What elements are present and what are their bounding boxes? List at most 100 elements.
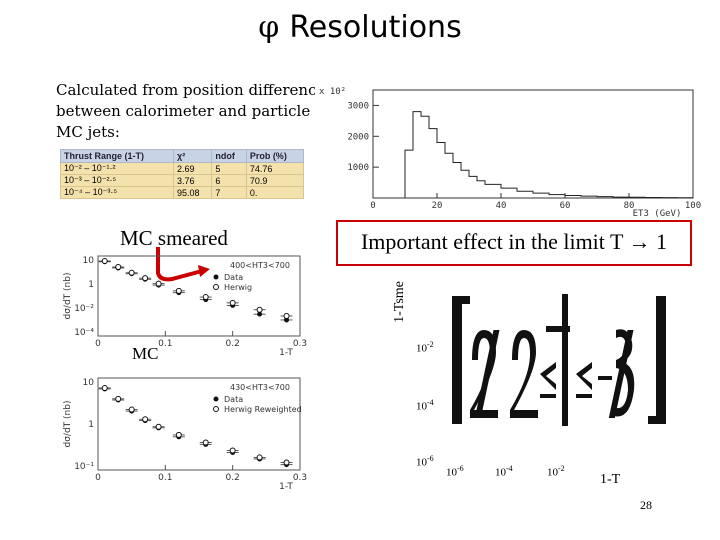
plot-frame [97,255,301,337]
x-tick-label: 10-4 [495,464,513,479]
data-point [155,280,162,287]
hist-x-tick-label: 40 [496,201,507,211]
plot-annotation: 400<HT3<700 [230,261,290,270]
y-tick-label: 10-4 [416,398,434,413]
plot-x-tick-label: 0 [95,473,101,483]
hist-outline [404,111,693,199]
plot-x-tick-label: 0.1 [158,473,172,483]
mc-smeared-label: MC smeared [120,226,228,250]
data-point [256,306,263,313]
red-arrow [156,247,210,282]
data-point [229,447,236,454]
plot-y-tick-label: 1 [88,280,94,290]
legend-label: Data [224,273,243,282]
formula-image [452,294,666,426]
important-effect-text: Important effect in the limit T → 1 [360,229,668,254]
hist-y-tick-label: 2000 [347,132,369,142]
data-point [229,299,236,306]
y-tick-label: 10-6 [416,454,434,469]
page-number: 28 [640,498,652,512]
description-text: Calculated from position difference betw… [56,81,326,141]
data-point [175,287,182,294]
plot-x-tick-label: 0.2 [226,473,240,483]
table-cell: 6 [211,174,247,187]
table-row: 10⁻³ – 10⁻²·⁵ 3.76 6 70.9 [59,174,305,187]
fit-table-header: ndof [211,149,247,163]
legend-marker [213,396,219,402]
x-tick-label: 10-2 [547,464,565,479]
data-point [155,423,162,430]
legend-marker [213,274,219,280]
right-x-axis-label: 1-T [600,472,621,487]
hist-x-tick-label: 80 [624,201,635,211]
tsme-axis-label: 1-Tsme [392,281,407,323]
table-cell: 7 [211,186,247,199]
table-row: 10⁻⁴ – 10⁻³·⁵ 95.08 7 0. [59,186,305,199]
plot-y-axis-label: dσ/dT (nb) [63,401,73,448]
table-cell: 10⁻³ – 10⁻²·⁵ [59,174,175,187]
table-cell: 10⁻⁴ – 10⁻³·⁵ [59,186,175,199]
plot-x-tick-label: 0.1 [158,339,172,349]
hist-x-axis-label: ET3 (GeV) [633,209,682,219]
plot-y-axis-label: dσ/dT (nb) [63,273,73,320]
data-point [101,384,108,391]
data-point [257,311,263,317]
data-point [142,275,149,282]
legend-marker [213,284,219,290]
fit-table: Thrust Range (1-T) χ² ndof Prob (%) 10⁻²… [59,149,305,199]
page-title: φ Resolutions [0,10,720,45]
plot-y-tick-label: 10⁻¹ [74,462,94,472]
y-tick-label: 10-2 [416,340,434,355]
plot-x-axis-label: 1-T [279,482,293,492]
hist-y-tick-label: 1000 [347,163,369,173]
table-cell: 0. [245,186,305,199]
hist-frame [372,89,694,199]
title-text: Resolutions [289,10,462,45]
plot-annotation: 430<HT3<700 [230,383,290,392]
hist-y-scale: x 10² [319,87,346,97]
data-point [202,439,209,446]
table-cell: 2.69 [173,162,213,175]
data-point [283,312,290,319]
data-point [256,454,263,461]
table-cell: 70.9 [245,174,305,187]
fit-table-header: Thrust Range (1-T) [59,149,175,163]
data-point [142,416,149,423]
table-cell: 3.76 [173,174,213,187]
table-cell: 74.76 [245,162,305,175]
fit-table-header-row: Thrust Range (1-T) χ² ndof Prob (%) [59,149,305,163]
plot-y-tick-label: 1 [88,420,94,430]
legend-label: Data [224,395,243,404]
important-effect-box [336,220,692,266]
plot-y-tick-label: 10⁻² [74,304,94,314]
table-cell: 10⁻² – 10⁻¹·² [59,162,175,175]
data-point [115,263,122,270]
data-point [175,431,182,438]
plot-frame [97,377,301,471]
hist-y-tick-label: 3000 [347,101,369,111]
data-point [115,395,122,402]
data-point [128,269,135,276]
table-cell: 95.08 [173,186,213,199]
legend-label: Herwig [224,283,252,292]
plot-y-tick-label: 10 [83,378,95,388]
dsigma-plot-mc: dσ/dT (nb) 0 0.1 0.2 0.31-T 10 1 10⁻¹ 430<HT3<70… [63,377,307,492]
hist-x-tick-label: 0 [370,201,375,211]
mc-label: MC [132,344,159,363]
plot-x-tick-label: 0.3 [293,339,307,349]
data-point [283,459,290,466]
x-tick-label: 10-6 [446,464,464,479]
plot-y-tick-label: 10⁻⁴ [74,328,94,338]
legend-label: Herwig Reweighted [224,405,302,414]
legend-marker [213,406,219,412]
table-cell: 5 [211,162,247,175]
phi-symbol: φ [258,10,280,45]
data-point [128,406,135,413]
table-row: 10⁻² – 10⁻¹·² 2.69 5 74.76 [59,162,305,175]
hist-x-tick-label: 100 [685,201,701,211]
plot-x-axis-label: 1-T [279,348,293,358]
data-point [202,294,209,301]
fit-table-header: χ² [173,149,213,163]
dsigma-plot-mc-smeared: dσ/dT (nb) 0 0.1 0.2 0.31-T 10 1 10⁻² 10⁻⁴ 400<HT… [63,255,307,358]
